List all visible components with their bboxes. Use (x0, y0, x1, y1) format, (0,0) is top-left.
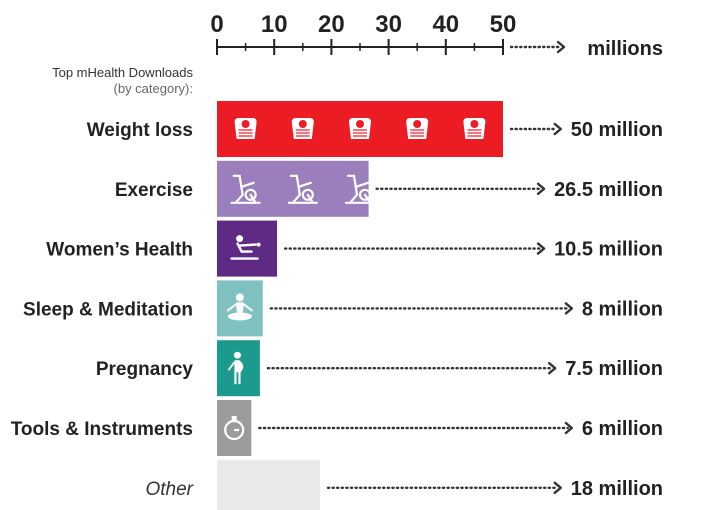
tick-label: 0 (210, 11, 223, 38)
tick-label: 20 (318, 11, 345, 38)
bar-row: Weight loss 50 million (87, 101, 663, 157)
category-label: Sleep & Meditation (23, 299, 193, 320)
leader-arrow (553, 122, 562, 136)
category-label: Pregnancy (96, 359, 194, 380)
tick-label: 40 (432, 11, 459, 38)
bar-row: Tools & Instruments 6 million (11, 400, 663, 456)
bar-row: Pregnancy 7.5 million (96, 340, 663, 397)
bar (217, 459, 320, 510)
bar-row: Sleep & Meditation 8 million (23, 280, 663, 337)
leader-arrow (564, 302, 574, 315)
exercise-bike-icon (344, 174, 369, 204)
axis-unit-label: millions (587, 38, 663, 60)
bars: Weight loss 50 million Exercise 26.5 millio… (11, 101, 663, 510)
value-label: 8 million (582, 298, 663, 320)
bar-row: Other 18 million (145, 459, 663, 510)
rowing-icon (230, 235, 261, 260)
chart-subtitle-note: (by category): (114, 81, 193, 96)
scale-icon (463, 118, 486, 139)
bar (217, 400, 252, 456)
meditation-icon (226, 293, 253, 321)
tick-label: 30 (375, 11, 402, 38)
value-label: 10.5 million (554, 239, 663, 261)
value-label: 6 million (582, 418, 663, 440)
leader-arrow (564, 421, 574, 435)
axis-arrow (556, 40, 566, 54)
leader-arrow (553, 481, 562, 494)
category-label: Tools & Instruments (11, 419, 193, 440)
scale-icon (291, 118, 314, 139)
exercise-bike-icon (287, 174, 318, 204)
scale-icon (349, 118, 371, 139)
scale-icon (234, 118, 257, 139)
stopwatch-icon (224, 416, 245, 441)
leader-arrow (536, 242, 546, 255)
leader-arrow (547, 362, 557, 375)
bar (217, 160, 369, 217)
category-label: Women’s Health (46, 240, 193, 261)
value-label: 26.5 million (554, 179, 663, 201)
value-label: 18 million (571, 478, 663, 500)
category-label: Exercise (115, 180, 193, 201)
exercise-bike-icon (230, 174, 261, 204)
bar (217, 220, 278, 277)
chart-subtitle: Top mHealth Downloads (52, 65, 193, 80)
tick-label: 50 (490, 11, 517, 38)
category-label: Weight loss (87, 120, 193, 141)
value-label: 7.5 million (565, 358, 663, 380)
leader-arrow (536, 182, 546, 196)
rowing-icon (289, 235, 318, 259)
tick-label: 10 (261, 11, 288, 38)
bar-row: Women’s Health 10.5 million (46, 220, 663, 277)
category-label: Other (145, 479, 193, 500)
scale-icon (406, 118, 429, 139)
x-axis: 0 10 20 30 40 50 (210, 11, 566, 55)
value-label: 50 million (571, 119, 663, 141)
pregnant-woman-icon (227, 351, 244, 385)
bar-row: Exercise 26.5 million (115, 160, 663, 217)
